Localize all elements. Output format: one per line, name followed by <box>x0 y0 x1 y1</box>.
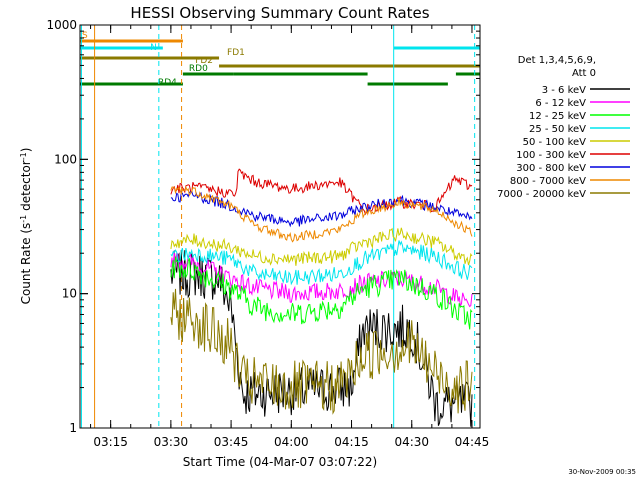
legend: Det 1,3,4,5,6,9, Att 0 3 - 6 keV 6 - 12 k… <box>497 55 630 200</box>
series-line-50-100-kev <box>170 227 473 266</box>
legend-label-100-300-kev: 100 - 300 keV <box>516 150 586 161</box>
footer-timestamp: 30-Nov-2009 00:35 <box>568 468 636 476</box>
y-tick-label-1: 1 <box>69 421 77 435</box>
y-tick-label-100: 100 <box>54 152 77 166</box>
series-line-7000-20000-kev <box>170 288 473 415</box>
legend-label-25-50-kev: 25 - 50 keV <box>529 124 586 135</box>
flag-label-n: N <box>150 43 157 53</box>
flag-label-rd0: RD0 <box>189 64 208 74</box>
x-tick-label-04-15: 04:15 <box>334 435 369 449</box>
flag-label-rd4: RD4 <box>158 78 177 88</box>
series-line-12-25-kev <box>170 256 473 330</box>
legend-label-50-100-kev: 50 - 100 keV <box>523 137 587 148</box>
y-tick-label-1000: 1000 <box>46 18 77 32</box>
x-axis-ticks: 03:15 03:30 03:45 04:00 04:15 04:30 04:45 <box>90 25 490 449</box>
legend-label-6-12-kev: 6 - 12 keV <box>535 98 586 109</box>
flag-label-fd1: FD1 <box>227 48 245 58</box>
vertical-markers <box>80 25 476 428</box>
plot-frame <box>79 24 481 429</box>
y-tick-label-10: 10 <box>62 287 77 301</box>
series-line-300-800-kev <box>170 190 473 228</box>
series-line-25-50-kev <box>170 240 473 286</box>
flag-label-s: S <box>82 31 88 41</box>
legend-label-800-7000-kev: 800 - 7000 keV <box>510 176 586 187</box>
x-tick-label-04-30: 04:30 <box>394 435 429 449</box>
chart-title: HESSI Observing Summary Count Rates <box>130 4 429 22</box>
legend-title-line2: Att 0 <box>572 68 596 79</box>
legend-label-3-6-kev: 3 - 6 keV <box>542 85 586 96</box>
x-tick-label-03-30: 03:30 <box>154 435 189 449</box>
legend-label-12-25-kev: 12 - 25 keV <box>529 111 586 122</box>
legend-title-line1: Det 1,3,4,5,6,9, <box>518 55 596 66</box>
y-axis-ticks: 1 10 100 1000 <box>46 18 480 435</box>
x-tick-label-03-45: 03:45 <box>214 435 249 449</box>
x-tick-label-03-15: 03:15 <box>93 435 128 449</box>
y-axis-label: Count Rate (s-1 detector-1) <box>19 148 34 305</box>
series-line-800-7000-kev <box>170 185 473 243</box>
x-axis-label: Start Time (04-Mar-07 03:07:22) <box>183 455 377 469</box>
series-line-3-6-kev <box>170 249 473 427</box>
legend-label-300-800-kev: 300 - 800 keV <box>516 163 586 174</box>
x-tick-label-04-45: 04:45 <box>455 435 490 449</box>
data-series <box>170 168 473 427</box>
flag-label-fd2: FD2 <box>195 56 213 66</box>
x-tick-label-04-00: 04:00 <box>274 435 309 449</box>
legend-label-7000-20000-kev: 7000 - 20000 keV <box>497 189 586 200</box>
